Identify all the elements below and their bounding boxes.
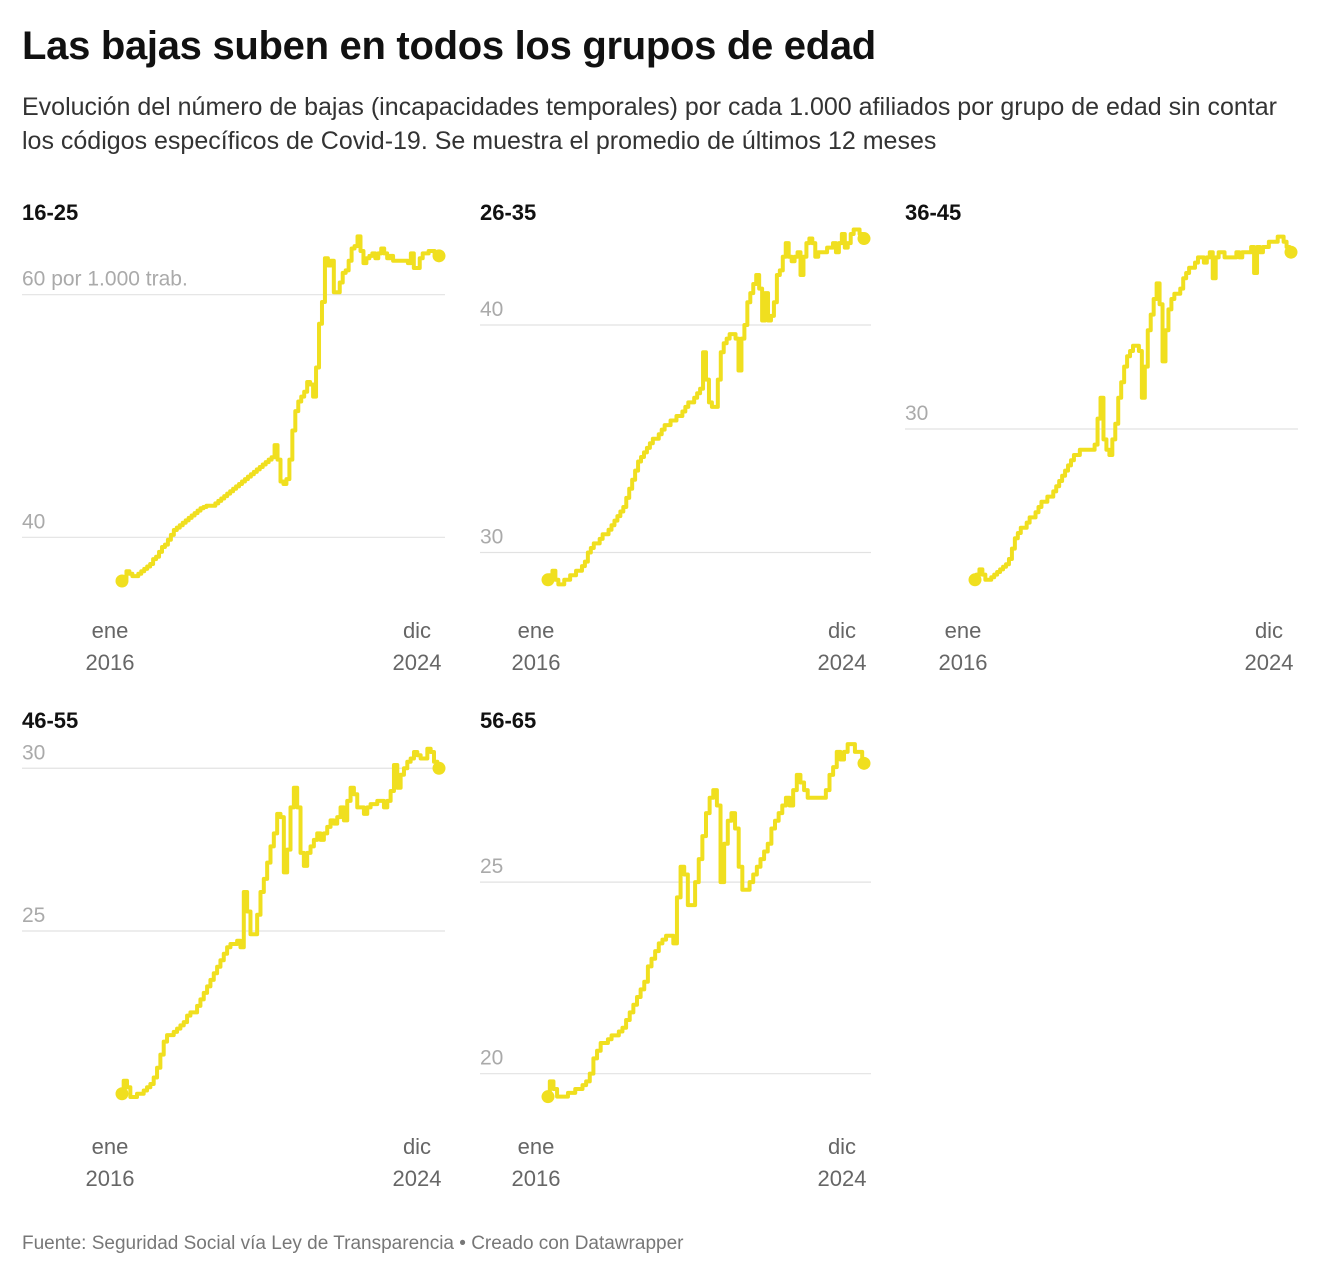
panel-36-45: 36-45 30 ene 2016 dic 2024 bbox=[905, 200, 1298, 680]
x-tick-end-label: dic bbox=[828, 1134, 856, 1159]
y-tick-label: 25 bbox=[480, 855, 503, 878]
panel-26-35: 26-35 30 40 ene 2016 dic 2024 bbox=[480, 200, 873, 680]
x-tick-end-label: 2024 bbox=[818, 650, 867, 675]
x-tick-start-label: ene bbox=[92, 618, 129, 643]
series-line bbox=[546, 742, 866, 1099]
x-tick-start-label: 2016 bbox=[86, 650, 135, 675]
series-line bbox=[546, 227, 866, 587]
y-tick-label: 30 bbox=[905, 402, 928, 425]
y-tick-label: 30 bbox=[480, 526, 503, 549]
panel-46-55: 46-55 25 30 ene 2016 dic 2024 bbox=[22, 708, 447, 1193]
end-point bbox=[857, 232, 871, 246]
start-point bbox=[115, 574, 129, 588]
end-point bbox=[432, 761, 446, 775]
panel-title: 36-45 bbox=[905, 200, 962, 225]
start-point bbox=[541, 1090, 555, 1104]
line-chart-36-45: 30 ene 2016 dic 2024 bbox=[905, 234, 1298, 675]
y-tick-label: 60 por 1.000 trab. bbox=[22, 268, 188, 291]
x-tick-end-label: dic bbox=[828, 618, 856, 643]
line-chart-46-55: 25 30 ene 2016 dic 2024 bbox=[22, 741, 446, 1191]
line-chart-56-65: 20 25 ene 2016 dic 2024 bbox=[480, 742, 871, 1191]
panel-16-25: 16-25 40 60 por 1.000 trab. ene 2016 dic 2024 bbox=[22, 200, 447, 680]
line-chart-26-35: 30 40 ene 2016 dic 2024 bbox=[480, 227, 871, 675]
chart-title: Las bajas suben en todos los grupos de e… bbox=[22, 24, 876, 68]
x-tick-start-label: ene bbox=[518, 1134, 555, 1159]
x-tick-start-label: 2016 bbox=[86, 1166, 135, 1191]
x-tick-end-label: dic bbox=[403, 1134, 431, 1159]
y-tick-label: 25 bbox=[22, 904, 45, 927]
x-tick-start-label: 2016 bbox=[939, 650, 988, 675]
start-point bbox=[115, 1087, 129, 1101]
chart-subtitle: Evolución del número de bajas (incapacid… bbox=[22, 93, 1277, 155]
series-line bbox=[120, 746, 441, 1099]
x-tick-start-label: ene bbox=[518, 618, 555, 643]
y-tick-label: 20 bbox=[480, 1047, 503, 1070]
x-tick-start-label: ene bbox=[945, 618, 982, 643]
x-tick-end-label: 2024 bbox=[818, 1166, 867, 1191]
start-point bbox=[968, 573, 982, 587]
series-line bbox=[973, 234, 1293, 582]
x-tick-end-label: dic bbox=[403, 618, 431, 643]
y-tick-label: 30 bbox=[22, 741, 45, 764]
end-point bbox=[432, 249, 446, 263]
start-point bbox=[541, 573, 555, 587]
series-line bbox=[120, 234, 441, 584]
x-tick-start-label: 2016 bbox=[512, 650, 561, 675]
end-point bbox=[857, 756, 871, 770]
x-tick-end-label: 2024 bbox=[393, 1166, 442, 1191]
panel-56-65: 56-65 20 25 ene 2016 dic 2024 bbox=[480, 708, 873, 1193]
x-tick-start-label: ene bbox=[92, 1134, 129, 1159]
panel-title: 46-55 bbox=[22, 708, 79, 733]
x-tick-end-label: dic bbox=[1255, 618, 1283, 643]
source-note: Fuente: Seguridad Social vía Ley de Tran… bbox=[22, 1233, 684, 1254]
y-tick-label: 40 bbox=[22, 510, 45, 533]
x-tick-end-label: 2024 bbox=[1245, 650, 1294, 675]
panel-title: 16-25 bbox=[22, 200, 79, 225]
x-tick-start-label: 2016 bbox=[512, 1166, 561, 1191]
line-chart-16-25: 40 60 por 1.000 trab. ene 2016 dic 2024 bbox=[22, 234, 446, 675]
panel-title: 26-35 bbox=[480, 200, 537, 225]
y-tick-label: 40 bbox=[480, 298, 503, 321]
end-point bbox=[1284, 245, 1298, 259]
panel-title: 56-65 bbox=[480, 708, 537, 733]
x-tick-end-label: 2024 bbox=[393, 650, 442, 675]
